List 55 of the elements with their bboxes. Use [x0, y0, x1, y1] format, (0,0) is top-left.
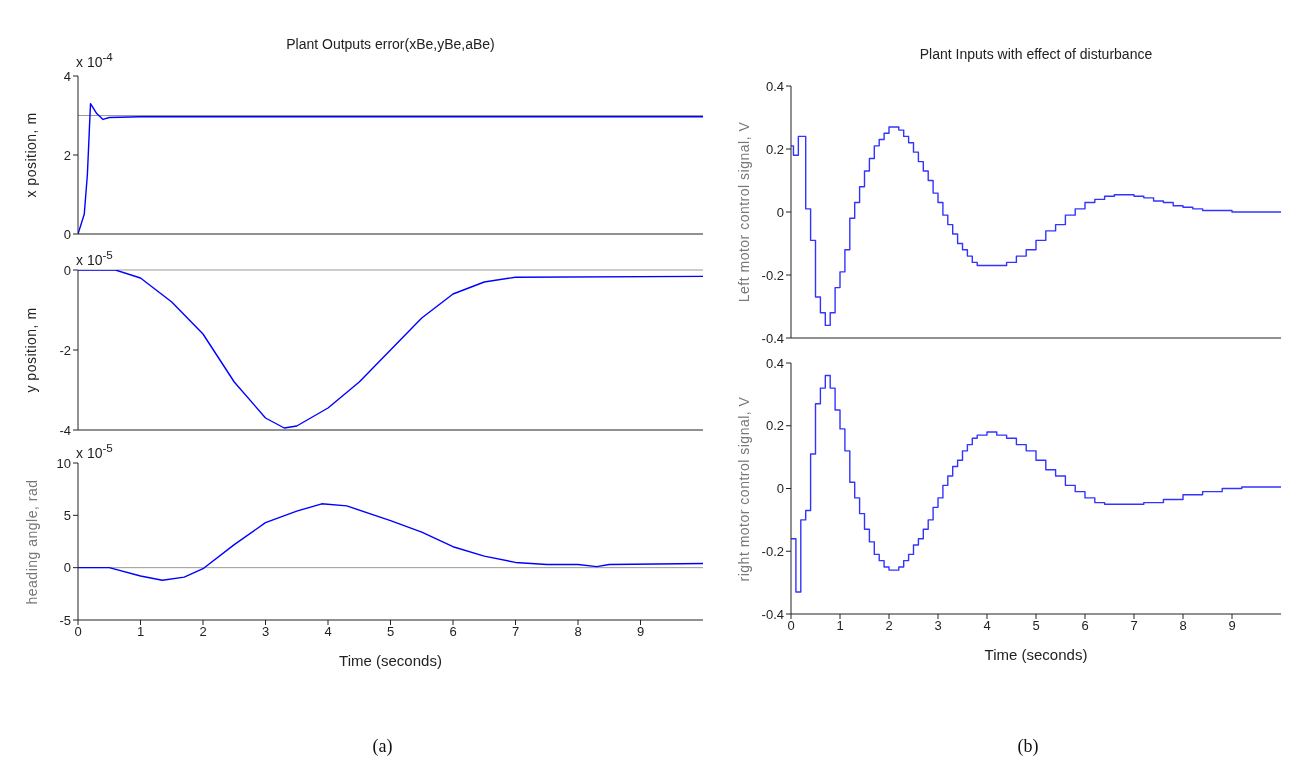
x-tick-label: 9: [636, 624, 645, 640]
x-tick-label: 3: [934, 618, 942, 634]
y-tick-label: -4: [59, 422, 71, 438]
y-tick-label: 0: [776, 204, 784, 220]
y-tick-label: 0: [63, 560, 71, 576]
y-tick-label: 4: [63, 68, 71, 84]
y-tick-label: 0: [776, 481, 784, 497]
chart-title: Plant Inputs with effect of disturbance: [918, 46, 1154, 62]
x-tick-label: 7: [1130, 618, 1138, 634]
x-tick-label: 9: [1228, 618, 1236, 634]
x-tick-label: 0: [74, 624, 82, 640]
y-axis-title: Left motor control signal, V: [736, 121, 752, 303]
y-axis-title: y position, m: [23, 307, 39, 393]
x-tick-label: 6: [1081, 618, 1089, 634]
text: (b): [1016, 736, 1040, 757]
y-tick-label: 0.2: [765, 418, 784, 434]
x-axis-title: Time (seconds): [983, 646, 1089, 663]
y-tick-label: 0.4: [765, 78, 784, 94]
x-tick-label: 8: [1179, 618, 1187, 634]
text: (a): [371, 736, 394, 757]
y-tick-label: 5: [63, 507, 71, 523]
x-tick-label: 1: [836, 618, 844, 634]
y-tick-label: 0: [63, 226, 71, 242]
x-tick-label: 4: [983, 618, 991, 634]
x-axis-title: Time (seconds): [338, 652, 443, 669]
y-axis-title: right motor control signal, V: [736, 396, 752, 581]
y-tick-label: 10: [56, 455, 71, 471]
y-tick-label: -0.2: [761, 543, 784, 559]
y-tick-label: -0.4: [761, 606, 784, 622]
y-tick-label: 0.4: [765, 355, 784, 371]
x-tick-label: 6: [449, 624, 457, 640]
y-tick-label: -0.2: [761, 267, 784, 283]
x-tick-label: 4: [324, 624, 332, 640]
x-tick-label: 3: [261, 624, 270, 640]
chart-title: Plant Outputs error(xBe,yBe,aBe): [286, 36, 495, 52]
y-tick-label: -5: [59, 612, 71, 628]
y-tick-label: 0.2: [765, 141, 784, 157]
text: x 10$^{-5}$: [76, 248, 113, 268]
text: x 10$^{-5}$: [76, 441, 113, 461]
y-tick-label: 0: [63, 262, 71, 278]
y-tick-label: -0.4: [761, 330, 784, 346]
x-tick-label: 2: [885, 618, 893, 634]
y-axis-title: heading angle, rad: [23, 479, 39, 604]
text: x 10$^{-4}$: [76, 50, 113, 70]
line-series: [78, 503, 703, 581]
x-tick-label: 5: [1032, 618, 1040, 634]
x-tick-label: 7: [511, 624, 520, 640]
x-tick-label: 2: [199, 624, 207, 640]
y-tick-label: -2: [59, 342, 71, 358]
y-tick-label: 2: [63, 147, 71, 163]
x-tick-label: 0: [787, 618, 795, 634]
x-tick-label: 8: [574, 624, 582, 640]
x-tick-label: 5: [386, 624, 395, 640]
x-tick-label: 1: [136, 624, 145, 640]
y-axis-title: x position, m: [23, 112, 39, 198]
